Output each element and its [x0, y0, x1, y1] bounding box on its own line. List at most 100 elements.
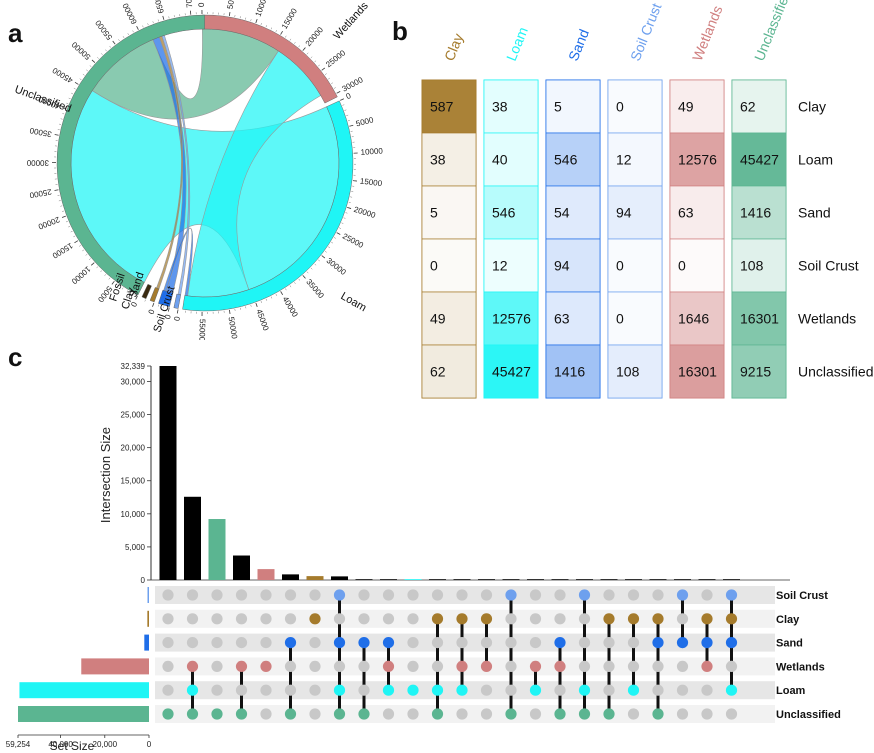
matrix-dot-filled	[529, 660, 542, 672]
matrix-dot-empty	[284, 684, 297, 696]
matrix-dot-empty	[529, 589, 542, 601]
heatmap-cell	[545, 79, 601, 134]
chord-minor-tick	[142, 25, 144, 28]
chord-minor-tick	[68, 226, 71, 228]
heatmap-row-label: Wetlands	[798, 311, 856, 327]
matrix-dot-empty	[186, 589, 199, 601]
set-size-bar	[18, 706, 149, 722]
matrix-dot-filled	[284, 637, 297, 649]
chord-tick-label: 50000	[226, 316, 239, 340]
chord-minor-tick	[250, 304, 252, 307]
matrix-dot-filled	[382, 660, 395, 672]
chord-minor-tick	[340, 99, 343, 101]
matrix-dot-empty	[358, 589, 370, 601]
matrix-dot-empty	[260, 637, 272, 649]
set-size-tick-label: 59,254	[6, 740, 31, 749]
matrix-dot-filled	[162, 708, 174, 720]
matrix-dot-empty	[456, 589, 468, 601]
matrix-dot-empty	[382, 708, 395, 720]
heatmap-cell	[607, 344, 663, 399]
heatmap-cell	[545, 132, 601, 187]
chord-minor-tick	[132, 30, 134, 33]
chord-minor-tick	[342, 104, 345, 106]
set-label: Soil Crust	[776, 590, 828, 602]
heatmap-cell	[421, 291, 477, 346]
chord-group-label: Unclassified	[13, 84, 73, 116]
matrix-dot-empty	[505, 684, 517, 696]
matrix-dot-empty	[554, 589, 566, 601]
matrix-dot-filled	[701, 637, 713, 649]
chord-minor-tick	[310, 56, 313, 59]
heatmap-cell	[607, 291, 663, 346]
y-tick-label: 20,000	[121, 444, 146, 453]
set-size-bar	[144, 634, 149, 651]
chord-minor-tick	[314, 60, 317, 63]
chord-tick-label: 25000	[28, 187, 52, 200]
matrix-dot-empty	[260, 684, 272, 696]
chord-minor-tick	[331, 82, 334, 84]
matrix-dot-empty	[652, 660, 664, 672]
chord-minor-tick	[336, 92, 339, 94]
matrix-dot-empty	[260, 613, 272, 625]
chord-tick-label: 30000	[341, 75, 365, 94]
matrix-dot-filled	[284, 708, 297, 720]
matrix-dot-filled	[456, 684, 468, 696]
matrix-dot-filled	[480, 613, 493, 625]
y-tick-label: 0	[141, 576, 146, 585]
chord-minor-tick	[289, 38, 292, 41]
heatmap-cell-value: 63	[554, 311, 570, 327]
heatmap-cell	[731, 79, 787, 134]
matrix-dot-empty	[676, 660, 689, 672]
heatmap-cell	[545, 344, 601, 399]
intersection-bar	[159, 366, 177, 580]
chord-minor-tick	[270, 296, 273, 299]
matrix-dot-empty	[309, 708, 321, 720]
matrix-dot-filled	[652, 708, 664, 720]
heatmap-cell	[669, 79, 725, 134]
matrix-dot-empty	[309, 637, 321, 649]
chord-minor-tick	[97, 57, 99, 59]
matrix-dot-empty	[578, 637, 591, 649]
matrix-dot-filled	[627, 684, 640, 696]
intersection-bar	[208, 519, 226, 580]
chord-minor-tick	[302, 48, 305, 51]
chord-minor-tick	[289, 285, 292, 288]
chord-minor-tick	[86, 69, 88, 72]
matrix-dot-empty	[211, 637, 223, 649]
matrix-dot-empty	[627, 637, 640, 649]
matrix-dot-empty	[186, 613, 199, 625]
matrix-dot-filled	[554, 708, 566, 720]
matrix-dot-empty	[284, 589, 297, 601]
matrix-dot-filled	[725, 589, 738, 601]
chord-minor-tick	[265, 298, 268, 301]
matrix-dot-empty	[578, 660, 591, 672]
chord-minor-tick	[76, 83, 79, 85]
chord-minor-tick	[163, 306, 165, 309]
chord-minor-tick	[344, 109, 347, 111]
matrix-dot-empty	[211, 660, 223, 672]
heatmap-cell	[731, 238, 787, 293]
chord-minor-tick	[275, 293, 277, 296]
matrix-dot-filled	[186, 684, 199, 696]
intersection-bar	[649, 579, 667, 580]
chord-group-label: Loam	[339, 290, 369, 314]
chord-minor-tick	[339, 227, 342, 229]
matrix-dot-empty	[431, 589, 444, 601]
chord-minor-tick	[100, 270, 102, 273]
chord-minor-tick	[73, 235, 76, 238]
matrix-dot-empty	[260, 589, 272, 601]
chord-group-label: Wetlands	[331, 0, 371, 42]
matrix-dot-empty	[260, 708, 272, 720]
heatmap-cell-value: 12576	[678, 152, 717, 168]
heatmap-column-label: Clay	[441, 31, 466, 63]
y-tick-label: 5,000	[125, 543, 146, 552]
matrix-dot-empty	[701, 684, 713, 696]
chord-minor-tick	[285, 35, 287, 38]
matrix-dot-empty	[186, 637, 199, 649]
chord-tick-label: 50000	[70, 39, 93, 61]
set-label: Clay	[776, 614, 800, 626]
matrix-dot-empty	[676, 708, 689, 720]
matrix-dot-empty	[407, 613, 419, 625]
heatmap-cell-value: 62	[740, 99, 756, 115]
chord-minor-tick	[250, 19, 252, 22]
